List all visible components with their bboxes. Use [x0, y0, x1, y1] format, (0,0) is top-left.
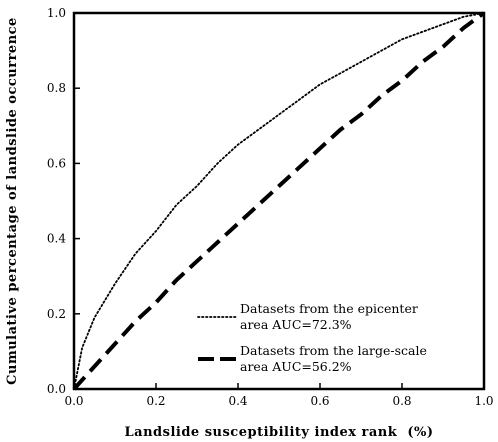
legend-label-1: area AUC=72.3%: [240, 317, 352, 332]
y-tick-label: 0.6: [47, 156, 66, 170]
x-tick-label: 0.2: [146, 394, 165, 408]
y-axis-title: Cumulative percentage of landslide occur…: [5, 17, 20, 385]
y-tick-label: 0.2: [47, 307, 66, 321]
y-axis-ticks: 0.0 0.2 0.4 0.6 0.8 1.0: [47, 6, 80, 396]
y-tick-label: 0.4: [47, 232, 66, 246]
legend-label-2: Datasets from the large-scale: [240, 343, 427, 358]
legend-label-2: area AUC=56.2%: [240, 359, 352, 374]
series-line-1: [73, 12, 485, 390]
y-tick-label: 0.8: [47, 81, 66, 95]
x-tick-label: 0.8: [392, 394, 411, 408]
x-axis-title: Landslide susceptibility index rank (%): [125, 425, 434, 440]
series-layer: [72, 11, 486, 391]
plot-frame: [72, 11, 486, 391]
x-axis-ticks: 0.0 0.2 0.4 0.6 0.8 1.0: [64, 383, 494, 408]
series-line-2: [72, 11, 486, 391]
x-tick-label: 0.6: [310, 394, 329, 408]
x-tick-label: 1.0: [474, 394, 493, 408]
y-tick-label: 0.0: [47, 382, 66, 396]
y-tick-label: 1.0: [47, 6, 66, 20]
legend-label-1: Datasets from the epicenter: [240, 301, 418, 316]
x-tick-label: 0.4: [228, 394, 247, 408]
x-tick-label: 0.0: [64, 394, 83, 408]
